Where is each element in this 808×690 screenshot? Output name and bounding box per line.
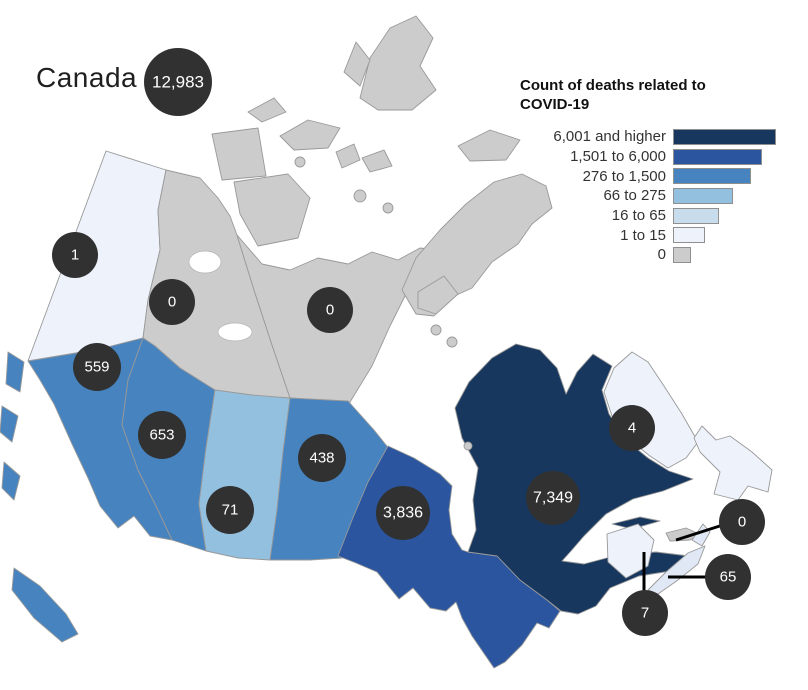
count-bubble-saskatchewan: 71: [206, 486, 254, 534]
count-bubble-alberta: 653: [138, 411, 186, 459]
region-arctic-island-somerset[interactable]: [361, 149, 393, 173]
legend-item-label: 276 to 1,500: [582, 167, 666, 185]
region-labrador[interactable]: [603, 351, 699, 469]
svg-text:438: 438: [309, 450, 334, 467]
region-bc-coastal-island[interactable]: [1, 461, 21, 501]
region-arctic-island-prince-of-wales[interactable]: [335, 143, 361, 169]
region-quebec[interactable]: [454, 343, 694, 615]
region-bc-coastal-island[interactable]: [5, 351, 25, 393]
region-new-brunswick[interactable]: [606, 523, 655, 579]
region-arctic-island-banks[interactable]: [211, 127, 267, 181]
legend-title-line2: COVID-19: [520, 96, 590, 113]
count-bubble-prince-edward-island: 0: [719, 499, 765, 545]
count-bubble-british-columbia: 559: [73, 343, 121, 391]
region-belcher-islet[interactable]: [463, 441, 473, 451]
svg-text:65: 65: [720, 569, 737, 586]
leader-line-prince-edward-island: [675, 522, 727, 542]
region-arctic-islet[interactable]: [353, 189, 367, 203]
region-arctic-islet[interactable]: [294, 156, 306, 168]
svg-text:7: 7: [641, 605, 649, 622]
map-legend: Count of deaths related to COVID-19 6,00…: [520, 76, 800, 265]
great-bear-lake: [188, 250, 222, 274]
svg-text:4: 4: [628, 420, 636, 437]
region-arctic-island-axel-heiberg[interactable]: [343, 41, 371, 87]
legend-item-label: 0: [657, 246, 666, 264]
legend-item-swatch: [673, 207, 719, 224]
region-arctic-island-ellesmere[interactable]: [359, 15, 437, 111]
legend-item: 16 to 65: [520, 206, 800, 226]
region-arctic-island-melville[interactable]: [279, 119, 341, 151]
count-bubble-nunavut: 0: [307, 287, 353, 333]
count-bubble-nova-scotia: 65: [705, 554, 751, 600]
legend-item-swatch: [673, 246, 691, 263]
svg-text:7,349: 7,349: [533, 490, 573, 507]
great-slave-lake: [217, 322, 253, 342]
count-bubble-northwest-territories: 0: [149, 279, 195, 325]
svg-text:653: 653: [149, 427, 174, 444]
svg-text:0: 0: [738, 514, 746, 531]
legend-item-swatch: [673, 227, 705, 244]
legend-item-swatch: [673, 168, 751, 185]
region-newfoundland-island[interactable]: [693, 425, 773, 501]
count-bubble-new-brunswick: 7: [622, 590, 668, 636]
legend-item-swatch: [673, 148, 762, 165]
count-bubble-manitoba: 438: [298, 434, 346, 482]
legend-item: 276 to 1,500: [520, 166, 800, 186]
svg-text:0: 0: [326, 302, 334, 319]
region-arctic-island-southampton[interactable]: [417, 275, 459, 315]
region-nova-scotia[interactable]: [647, 545, 706, 595]
region-arctic-island-prince-patrick[interactable]: [247, 97, 287, 123]
page-title: Canada: [36, 62, 138, 93]
region-quebec-anticosti-island[interactable]: [611, 516, 661, 530]
region-arctic-islet[interactable]: [382, 202, 394, 214]
svg-text:1: 1: [71, 247, 79, 264]
svg-text:3,836: 3,836: [383, 505, 423, 522]
legend-item: 1 to 15: [520, 225, 800, 245]
count-bubble-ontario: 3,836: [376, 486, 430, 540]
count-bubble-quebec: 7,349: [526, 471, 580, 525]
canada-total-value: 12,983: [152, 73, 204, 92]
svg-text:559: 559: [84, 359, 109, 376]
count-bubble-newfoundland-and-labrador: 4: [609, 405, 655, 451]
count-bubble-canada-total: 12,983: [144, 48, 212, 116]
legend-item-swatch: [673, 187, 733, 204]
legend-item-label: 1 to 15: [620, 226, 666, 244]
legend-item: 1,501 to 6,000: [520, 147, 800, 167]
svg-text:0: 0: [168, 294, 176, 311]
region-arctic-island-victoria[interactable]: [233, 173, 311, 247]
legend-item-label: 6,001 and higher: [553, 128, 666, 146]
legend-item: 66 to 275: [520, 186, 800, 206]
svg-text:71: 71: [222, 502, 239, 519]
legend-title-line1: Count of deaths related to: [520, 77, 706, 94]
legend-title: Count of deaths related to COVID-19: [520, 76, 800, 114]
legend-item-label: 16 to 65: [611, 207, 666, 225]
legend-item: 0: [520, 245, 800, 265]
region-bc-coastal-island[interactable]: [0, 405, 19, 443]
legend-items: 6,001 and higher 1,501 to 6,000 276 to 1,5…: [520, 127, 800, 265]
region-arctic-islet[interactable]: [430, 324, 442, 336]
count-bubble-yukon: 1: [52, 232, 98, 278]
region-arctic-islet[interactable]: [446, 336, 458, 348]
region-bc-vancouver-island[interactable]: [11, 567, 79, 643]
legend-item: 6,001 and higher: [520, 127, 800, 147]
legend-item-label: 1,501 to 6,000: [570, 148, 666, 166]
legend-item-label: 66 to 275: [603, 187, 666, 205]
legend-item-swatch: [673, 128, 776, 145]
region-arctic-island-devon[interactable]: [457, 129, 521, 162]
